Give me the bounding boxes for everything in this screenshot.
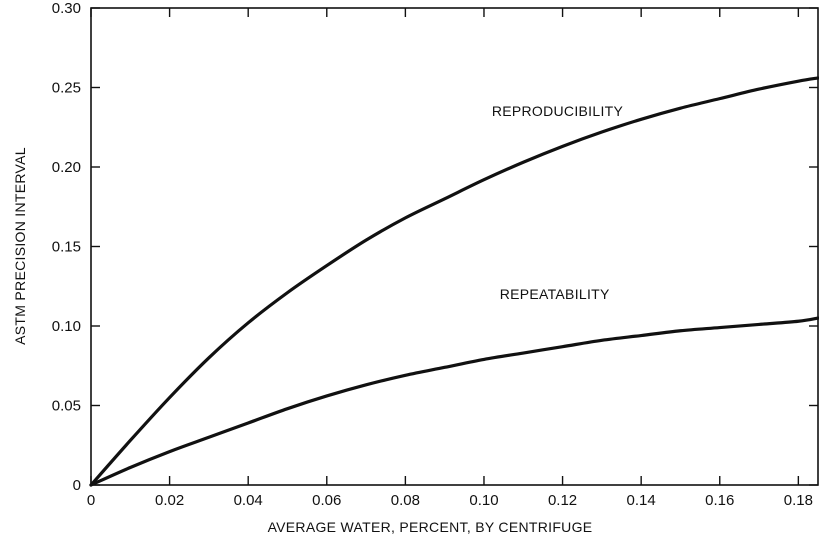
x-tick-label: 0 (87, 492, 95, 509)
x-tick-label: 0.10 (469, 492, 498, 509)
y-tick-label: 0.10 (52, 318, 81, 335)
x-tick-label: 0.04 (234, 492, 263, 509)
y-tick-label: 0 (73, 477, 81, 494)
y-tick-label: 0.15 (52, 239, 81, 256)
axis-tick-labels: 0 0.02 0.04 0.06 0.08 0.10 0.12 0.14 0.16 0.18 0 0.… (52, 0, 813, 509)
y-axis-title: ASTM PRECISION INTERVAL (12, 147, 28, 345)
x-tick-label: 0.02 (155, 492, 184, 509)
curve-labels: REPRODUCIBILITY REPEATABILITY (492, 103, 624, 302)
series-label-reproducibility: REPRODUCIBILITY (492, 103, 624, 119)
y-tick-label: 0.30 (52, 0, 81, 17)
series-line-repeatability (89, 316, 819, 487)
x-tick-label: 0.08 (391, 492, 420, 509)
y-tick-label: 0.20 (52, 159, 81, 176)
x-tick-label: 0.06 (312, 492, 341, 509)
chart-curves (89, 76, 819, 487)
x-tick-label: 0.18 (784, 492, 813, 509)
y-tick-label: 0.25 (52, 80, 81, 97)
axis-ticks (90, 7, 818, 486)
x-tick-label: 0.12 (548, 492, 577, 509)
plot-frame (90, 7, 819, 486)
y-tick-label: 0.05 (52, 398, 81, 415)
x-axis-title: AVERAGE WATER, PERCENT, BY CENTRIFUGE (268, 519, 593, 535)
series-label-repeatability: REPEATABILITY (500, 286, 610, 302)
x-tick-label: 0.16 (705, 492, 734, 509)
series-line-reproducibility (89, 76, 819, 487)
x-tick-label: 0.14 (627, 492, 656, 509)
